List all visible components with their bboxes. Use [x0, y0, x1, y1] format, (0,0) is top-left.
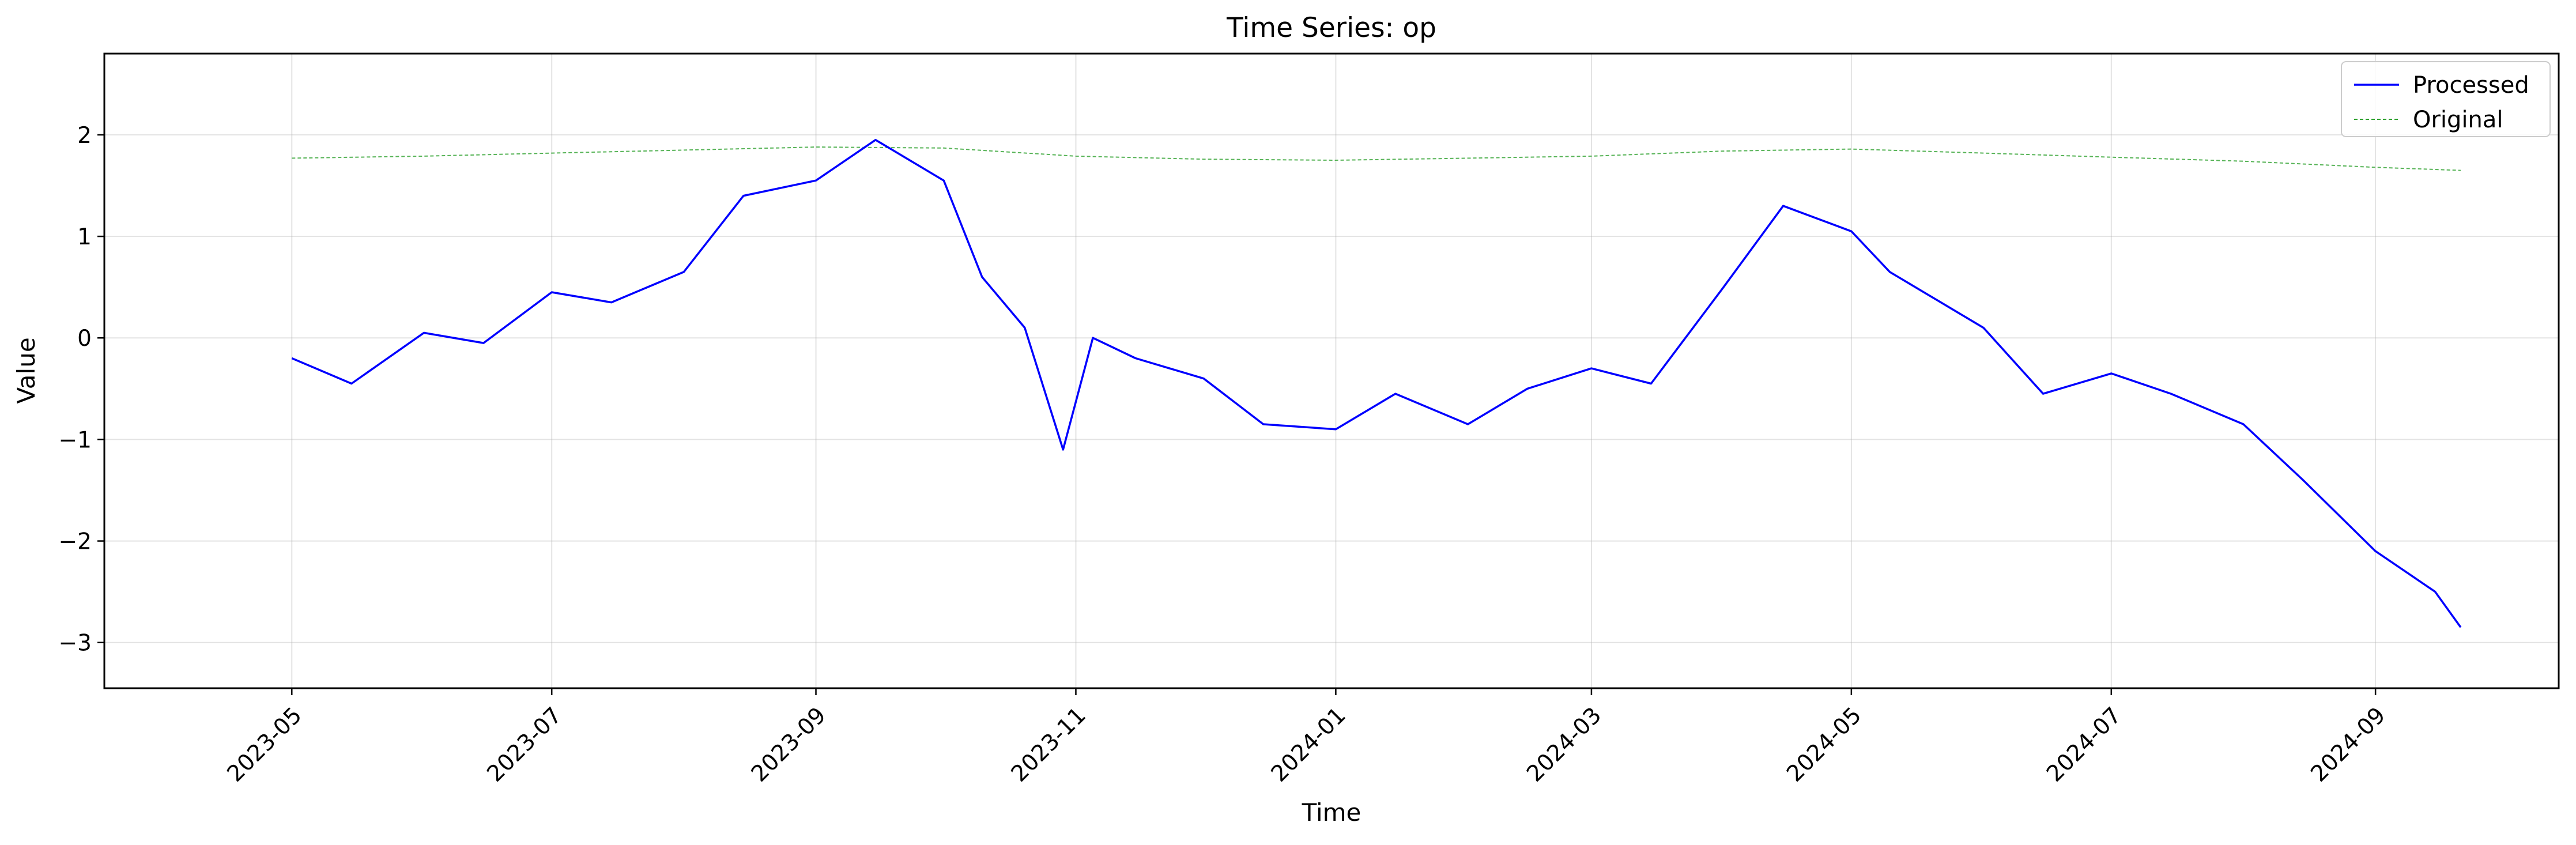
- plot-frame: [103, 52, 2560, 689]
- y-tick-label: 2: [77, 123, 92, 149]
- series-line-processed: [291, 138, 2462, 628]
- series-layer: [291, 138, 2462, 628]
- chart-title: Time Series: op: [1226, 12, 1436, 44]
- x-axis-label: Time: [1302, 798, 1361, 827]
- y-axis-label: Value: [12, 337, 40, 403]
- y-tick-label: −1: [59, 427, 92, 453]
- y-tick-label: −3: [59, 631, 92, 657]
- y-tick-label: 1: [77, 224, 92, 250]
- y-tick-label: 0: [77, 326, 92, 352]
- legend-box: [2341, 61, 2551, 137]
- legend: Processed Original: [2341, 61, 2551, 137]
- series-line-original: [292, 146, 2461, 171]
- legend-label-processed: Processed: [2413, 72, 2529, 99]
- y-tick-label: −2: [59, 529, 92, 555]
- grid: [104, 54, 2559, 688]
- legend-label-original: Original: [2413, 107, 2503, 133]
